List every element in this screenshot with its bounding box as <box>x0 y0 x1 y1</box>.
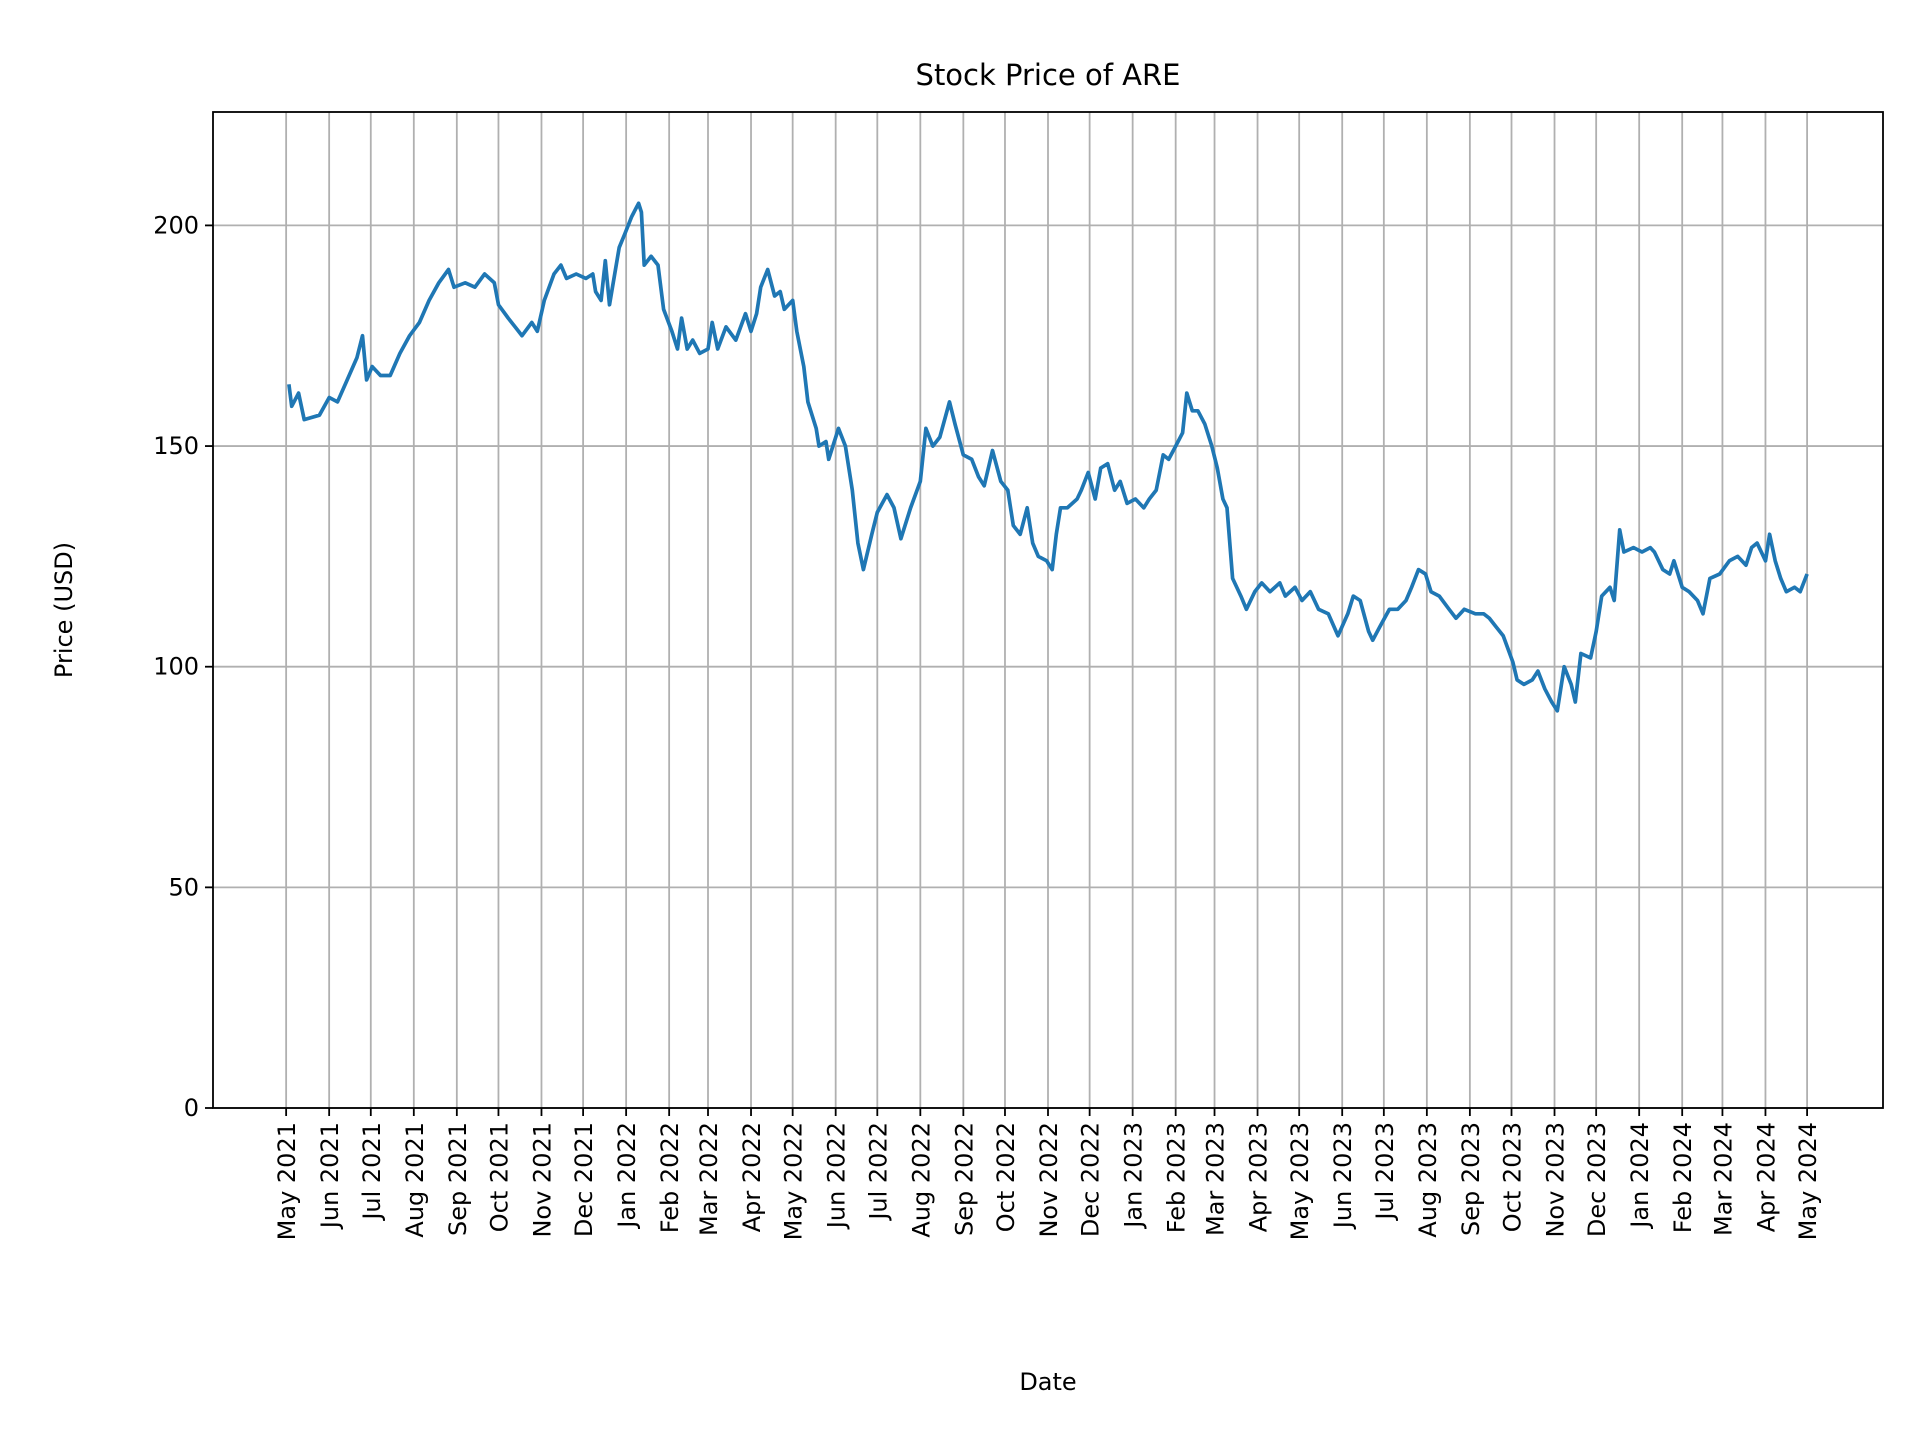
x-tick-label: Jan 2022 <box>613 1122 641 1230</box>
x-tick-label: Feb 2024 <box>1669 1122 1697 1233</box>
x-tick-label: May 2024 <box>1794 1122 1822 1240</box>
x-tick-label: Sep 2021 <box>444 1122 472 1236</box>
x-tick-label: Jan 2024 <box>1626 1122 1654 1230</box>
x-tick-label: Dec 2021 <box>570 1122 598 1237</box>
x-tick-label: Oct 2021 <box>485 1122 513 1232</box>
price-line <box>287 201 1809 713</box>
x-tick-label: Jul 2023 <box>1371 1122 1399 1222</box>
y-tick-label: 0 <box>184 1094 199 1122</box>
y-axis-label: Price (USD) <box>50 542 78 678</box>
y-tick-label: 150 <box>153 432 199 460</box>
x-tick-label: Nov 2022 <box>1035 1122 1063 1238</box>
x-tick-label: Jul 2022 <box>864 1122 892 1222</box>
y-axis: 0 50 100 150 200 <box>153 211 213 1122</box>
x-tick-label: May 2022 <box>780 1122 808 1240</box>
x-tick-label: Oct 2022 <box>992 1122 1020 1232</box>
y-tick-label: 100 <box>153 653 199 681</box>
x-tick-label: May 2021 <box>273 1122 301 1240</box>
x-tick-label: Jun 2023 <box>1329 1122 1357 1230</box>
x-tick-label: Dec 2022 <box>1077 1122 1105 1237</box>
x-tick-label: Aug 2022 <box>907 1122 935 1238</box>
x-tick-label: Apr 2023 <box>1245 1122 1273 1232</box>
y-tick-label: 200 <box>153 211 199 239</box>
x-tick-label: Nov 2023 <box>1542 1122 1570 1238</box>
x-axis: May 2021 Jun 2021 Jul 2021 Aug 2021 Sep 2021… <box>273 1108 1822 1240</box>
y-tick-label: 50 <box>168 873 199 901</box>
x-tick-label: Aug 2023 <box>1414 1122 1442 1238</box>
x-tick-label: Feb 2023 <box>1163 1122 1191 1233</box>
x-tick-label: Mar 2022 <box>695 1122 723 1236</box>
x-tick-label: Nov 2021 <box>528 1122 556 1238</box>
x-tick-label: Aug 2021 <box>401 1122 429 1238</box>
x-tick-label: Mar 2023 <box>1202 1122 1230 1236</box>
x-axis-label: Date <box>1019 1368 1076 1396</box>
x-tick-label: Jun 2021 <box>316 1122 344 1230</box>
x-tick-label: Apr 2024 <box>1752 1122 1780 1232</box>
x-tick-label: Feb 2022 <box>656 1122 684 1233</box>
x-tick-label: Jun 2022 <box>823 1122 851 1230</box>
x-tick-label: Sep 2023 <box>1457 1122 1485 1236</box>
x-tick-label: Dec 2023 <box>1583 1122 1611 1237</box>
x-tick-label: Oct 2023 <box>1499 1122 1527 1232</box>
x-tick-label: Sep 2022 <box>950 1122 978 1236</box>
chart-title: Stock Price of ARE <box>916 58 1181 92</box>
x-tick-label: Apr 2022 <box>738 1122 766 1232</box>
x-tick-label: Jan 2023 <box>1120 1122 1148 1230</box>
x-tick-label: Jul 2021 <box>358 1122 386 1222</box>
grid-lines <box>213 112 1883 1109</box>
x-tick-label: Mar 2024 <box>1709 1122 1737 1236</box>
x-tick-label: May 2023 <box>1286 1122 1314 1240</box>
